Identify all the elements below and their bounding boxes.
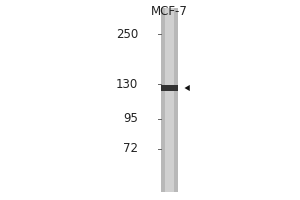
Text: MCF-7: MCF-7 xyxy=(151,5,188,18)
Bar xyxy=(161,8,178,192)
Text: 72: 72 xyxy=(123,142,138,156)
Bar xyxy=(161,85,178,91)
Text: 95: 95 xyxy=(123,112,138,126)
Bar xyxy=(165,8,174,192)
Text: 250: 250 xyxy=(116,27,138,40)
Polygon shape xyxy=(184,85,190,91)
Text: 130: 130 xyxy=(116,77,138,90)
